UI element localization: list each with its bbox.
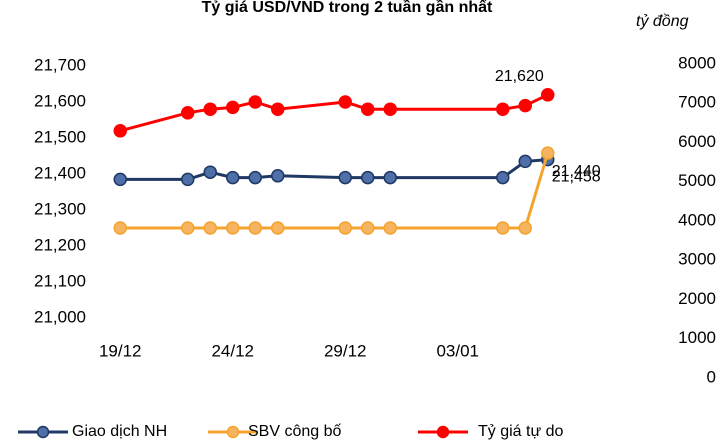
data-point — [541, 88, 555, 102]
data-point — [113, 221, 127, 235]
data-label: 21,440 — [552, 163, 601, 180]
y-tick-label: 21,200 — [34, 235, 86, 254]
data-label: 21,620 — [495, 68, 544, 85]
series-line — [120, 152, 550, 230]
data-point — [338, 95, 352, 109]
data-point — [383, 170, 397, 185]
y-tick-label: 21,400 — [34, 163, 86, 182]
y-tick-label: 2000 — [678, 289, 716, 308]
data-point — [203, 165, 217, 179]
chart-title: Tỷ giá USD/VND trong 2 tuần gần nhất — [202, 0, 493, 16]
data-point — [226, 170, 240, 185]
y-tick-label: 4000 — [678, 210, 716, 229]
data-point — [248, 221, 262, 235]
data-point — [383, 102, 397, 116]
y-tick-label: 21,000 — [34, 307, 86, 326]
x-tick-label: 24/12 — [211, 341, 254, 360]
data-point — [226, 100, 240, 115]
data-point — [361, 170, 375, 185]
data-point — [518, 221, 532, 235]
data-point — [361, 221, 375, 235]
y-tick-label: 0 — [707, 367, 716, 386]
x-tick-label: 19/12 — [99, 341, 142, 360]
data-point — [496, 221, 510, 235]
y-tick-label: 21,100 — [34, 271, 86, 290]
data-point — [113, 172, 127, 187]
y-tick-label: 3000 — [678, 250, 716, 269]
data-point — [518, 98, 532, 113]
data-point — [181, 221, 195, 235]
y-tick-label: 21,300 — [34, 199, 86, 218]
legend-label: Tỷ giá tự do — [478, 423, 564, 440]
legend-marker — [36, 425, 50, 439]
x-tick-label: 03/01 — [436, 341, 479, 360]
y-tick-label: 6000 — [678, 132, 716, 151]
data-point — [271, 102, 285, 116]
data-point — [248, 170, 262, 185]
y-tick-label: 21,500 — [34, 127, 86, 146]
data-point — [338, 170, 352, 185]
data-point — [203, 221, 217, 235]
y-tick-label: 1000 — [678, 328, 716, 347]
legend-marker — [436, 425, 450, 439]
data-point — [203, 102, 217, 116]
data-point — [271, 221, 285, 235]
data-point — [226, 221, 240, 235]
y-tick-label: 5000 — [678, 171, 716, 190]
data-point — [181, 172, 195, 187]
data-label: 21,458 — [552, 168, 601, 185]
data-point — [518, 154, 532, 169]
data-point — [361, 102, 375, 116]
y-axis-label: tỷ đồng — [636, 13, 689, 30]
data-point — [271, 169, 285, 183]
y-tick-label: 21,600 — [34, 91, 86, 110]
legend-marker — [226, 425, 240, 439]
y-tick-label: 21,700 — [34, 55, 86, 74]
data-point — [496, 102, 510, 116]
y-tick-label: 7000 — [678, 93, 716, 112]
x-tick-label: 29/12 — [324, 341, 367, 360]
data-point — [181, 106, 195, 120]
data-point — [496, 170, 510, 185]
data-point — [338, 221, 352, 235]
data-point — [113, 124, 127, 138]
legend-label: SBV công bố — [248, 423, 342, 440]
data-point — [248, 95, 262, 109]
data-point — [541, 146, 555, 160]
data-point — [383, 221, 397, 235]
y-tick-label: 8000 — [678, 53, 716, 72]
legend-label: Giao dịch NH — [72, 423, 167, 440]
